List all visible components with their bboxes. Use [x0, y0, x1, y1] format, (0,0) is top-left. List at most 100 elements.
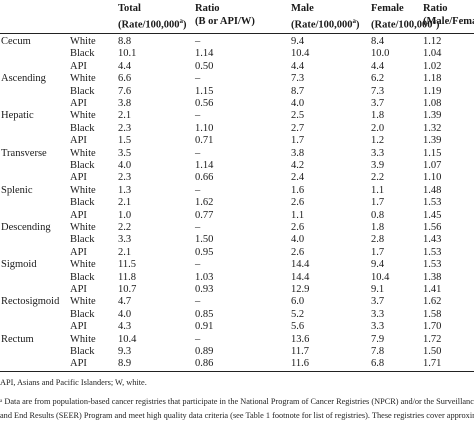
row-race-label: White	[70, 73, 96, 85]
cell-ratio: 0.71	[195, 135, 214, 147]
row-site-label: Rectum	[1, 333, 34, 345]
row-race-label: White	[70, 36, 96, 47]
table-row: Cecum White 8.8 – 9.4 8.4 1.12	[0, 36, 474, 48]
cell-female: 3.3	[371, 321, 385, 333]
row-site-label: Sigmoid	[1, 259, 37, 271]
cell-ratio-mf: 1.04	[423, 48, 442, 60]
cell-total: 1.0	[118, 209, 132, 221]
table-row: Transverse White 3.5 – 3.8 3.3 1.15	[0, 148, 474, 160]
row-site-label: Descending	[1, 222, 51, 233]
cell-ratio-mf: 1.43	[423, 234, 442, 246]
cell-female: 7.8	[371, 346, 385, 357]
cell-male: 13.6	[291, 333, 310, 345]
header-ratio-label: Ratio	[195, 3, 220, 14]
cell-female: 2.8	[371, 234, 385, 246]
cell-total: 2.1	[118, 197, 132, 209]
row-race-label: Black	[70, 122, 95, 134]
row-race-label: White	[70, 333, 96, 345]
table-row: API 10.7 0.93 12.9 9.1 1.41	[0, 284, 474, 296]
cell-ratio-mf: 1.07	[423, 160, 442, 171]
cell-total: 10.1	[118, 48, 137, 60]
header-ratio-mf-unit: (Male/Female)	[423, 16, 474, 27]
cell-total: 4.0	[118, 160, 132, 171]
cell-ratio: 1.14	[195, 48, 214, 60]
table-row: Black 2.3 1.10 2.7 2.0 1.32	[0, 123, 474, 135]
table-row: Black 2.1 1.62 2.6 1.7 1.53	[0, 197, 474, 209]
row-race-label: Black	[70, 271, 95, 283]
row-race-label: Black	[70, 197, 95, 209]
cell-male: 4.4	[291, 60, 305, 72]
row-race-label: API	[70, 321, 87, 333]
cell-ratio-mf: 1.72	[423, 333, 442, 345]
cell-ratio: –	[195, 222, 201, 233]
cell-male: 2.4	[291, 172, 305, 184]
cell-female: 1.8	[371, 222, 385, 233]
table-row: Black 4.0 0.85 5.2 3.3 1.58	[0, 309, 474, 321]
row-race-label: White	[70, 184, 96, 196]
table-row: Ascending White 6.6 – 7.3 6.2 1.18	[0, 73, 474, 85]
row-race-label: API	[70, 284, 87, 295]
cell-ratio-mf: 1.38	[423, 271, 442, 283]
cell-female: 2.0	[371, 122, 385, 134]
cell-male: 6.0	[291, 296, 305, 308]
cell-total: 2.3	[118, 172, 132, 184]
cell-female: 2.2	[371, 172, 385, 184]
cell-male: 2.6	[291, 246, 305, 258]
cell-total: 4.7	[118, 296, 132, 308]
cell-ratio: 1.03	[195, 271, 214, 283]
table-row: API 2.3 0.66 2.4 2.2 1.10	[0, 172, 474, 184]
cell-total: 2.3	[118, 122, 132, 134]
cell-ratio-mf: 1.45	[423, 209, 442, 221]
cell-female: 1.8	[371, 110, 385, 122]
cell-total: 4.0	[118, 308, 132, 320]
cell-female: 1.1	[371, 184, 385, 196]
row-race-label: API	[70, 246, 87, 258]
cell-ratio-mf: 1.32	[423, 122, 442, 134]
cell-total: 11.5	[118, 259, 136, 271]
table-row: Black 7.6 1.15 8.7 7.3 1.19	[0, 86, 474, 98]
cell-ratio: 1.50	[195, 234, 214, 246]
cell-female: 1.7	[371, 246, 385, 258]
cell-male: 2.5	[291, 110, 305, 122]
cell-total: 8.9	[118, 358, 132, 370]
cell-ratio-mf: 1.53	[423, 259, 442, 271]
cell-ratio-mf: 1.53	[423, 246, 442, 258]
cell-ratio: 0.86	[195, 358, 214, 370]
cell-female: 3.3	[371, 147, 385, 159]
row-race-label: API	[70, 98, 87, 109]
header-ratio-unit: (B or API/W)	[195, 16, 255, 27]
row-site-label: Splenic	[1, 184, 33, 196]
cell-ratio-mf: 1.12	[423, 36, 442, 47]
cell-ratio: 0.56	[195, 98, 214, 109]
cell-ratio-mf: 1.19	[423, 85, 442, 97]
cell-ratio: 1.15	[195, 85, 214, 97]
table-bottom-rule	[0, 371, 474, 372]
row-race-label: Black	[70, 85, 95, 97]
cell-total: 4.3	[118, 321, 132, 333]
cell-male: 9.4	[291, 36, 305, 47]
header-total-label: Total	[118, 3, 141, 14]
cell-total: 4.4	[118, 60, 132, 72]
cell-ratio-mf: 1.08	[423, 98, 442, 109]
cell-male: 2.6	[291, 197, 305, 209]
cell-ratio: 0.95	[195, 246, 214, 258]
cell-ratio: –	[195, 147, 201, 159]
row-race-label: White	[70, 147, 96, 159]
cell-female: 0.8	[371, 209, 385, 221]
row-site-label: Ascending	[1, 73, 46, 85]
table-row: Hepatic White 2.1 – 2.5 1.8 1.39	[0, 110, 474, 122]
table-row: API 4.4 0.50 4.4 4.4 1.02	[0, 61, 474, 73]
header-ratio: Ratio (B or API/W)	[195, 2, 255, 28]
cell-total: 10.7	[118, 284, 137, 295]
cell-male: 1.1	[291, 209, 305, 221]
cell-ratio: –	[195, 259, 201, 271]
header-male: Male (Rate/100,000a)	[291, 2, 360, 32]
cell-ratio: 0.77	[195, 209, 214, 221]
row-race-label: API	[70, 358, 87, 370]
cell-female: 1.2	[371, 135, 385, 147]
row-site-label: Hepatic	[1, 110, 34, 122]
row-race-label: Black	[70, 48, 95, 60]
table-row: Black 4.0 1.14 4.2 3.9 1.07	[0, 160, 474, 172]
cell-male: 2.7	[291, 122, 305, 134]
